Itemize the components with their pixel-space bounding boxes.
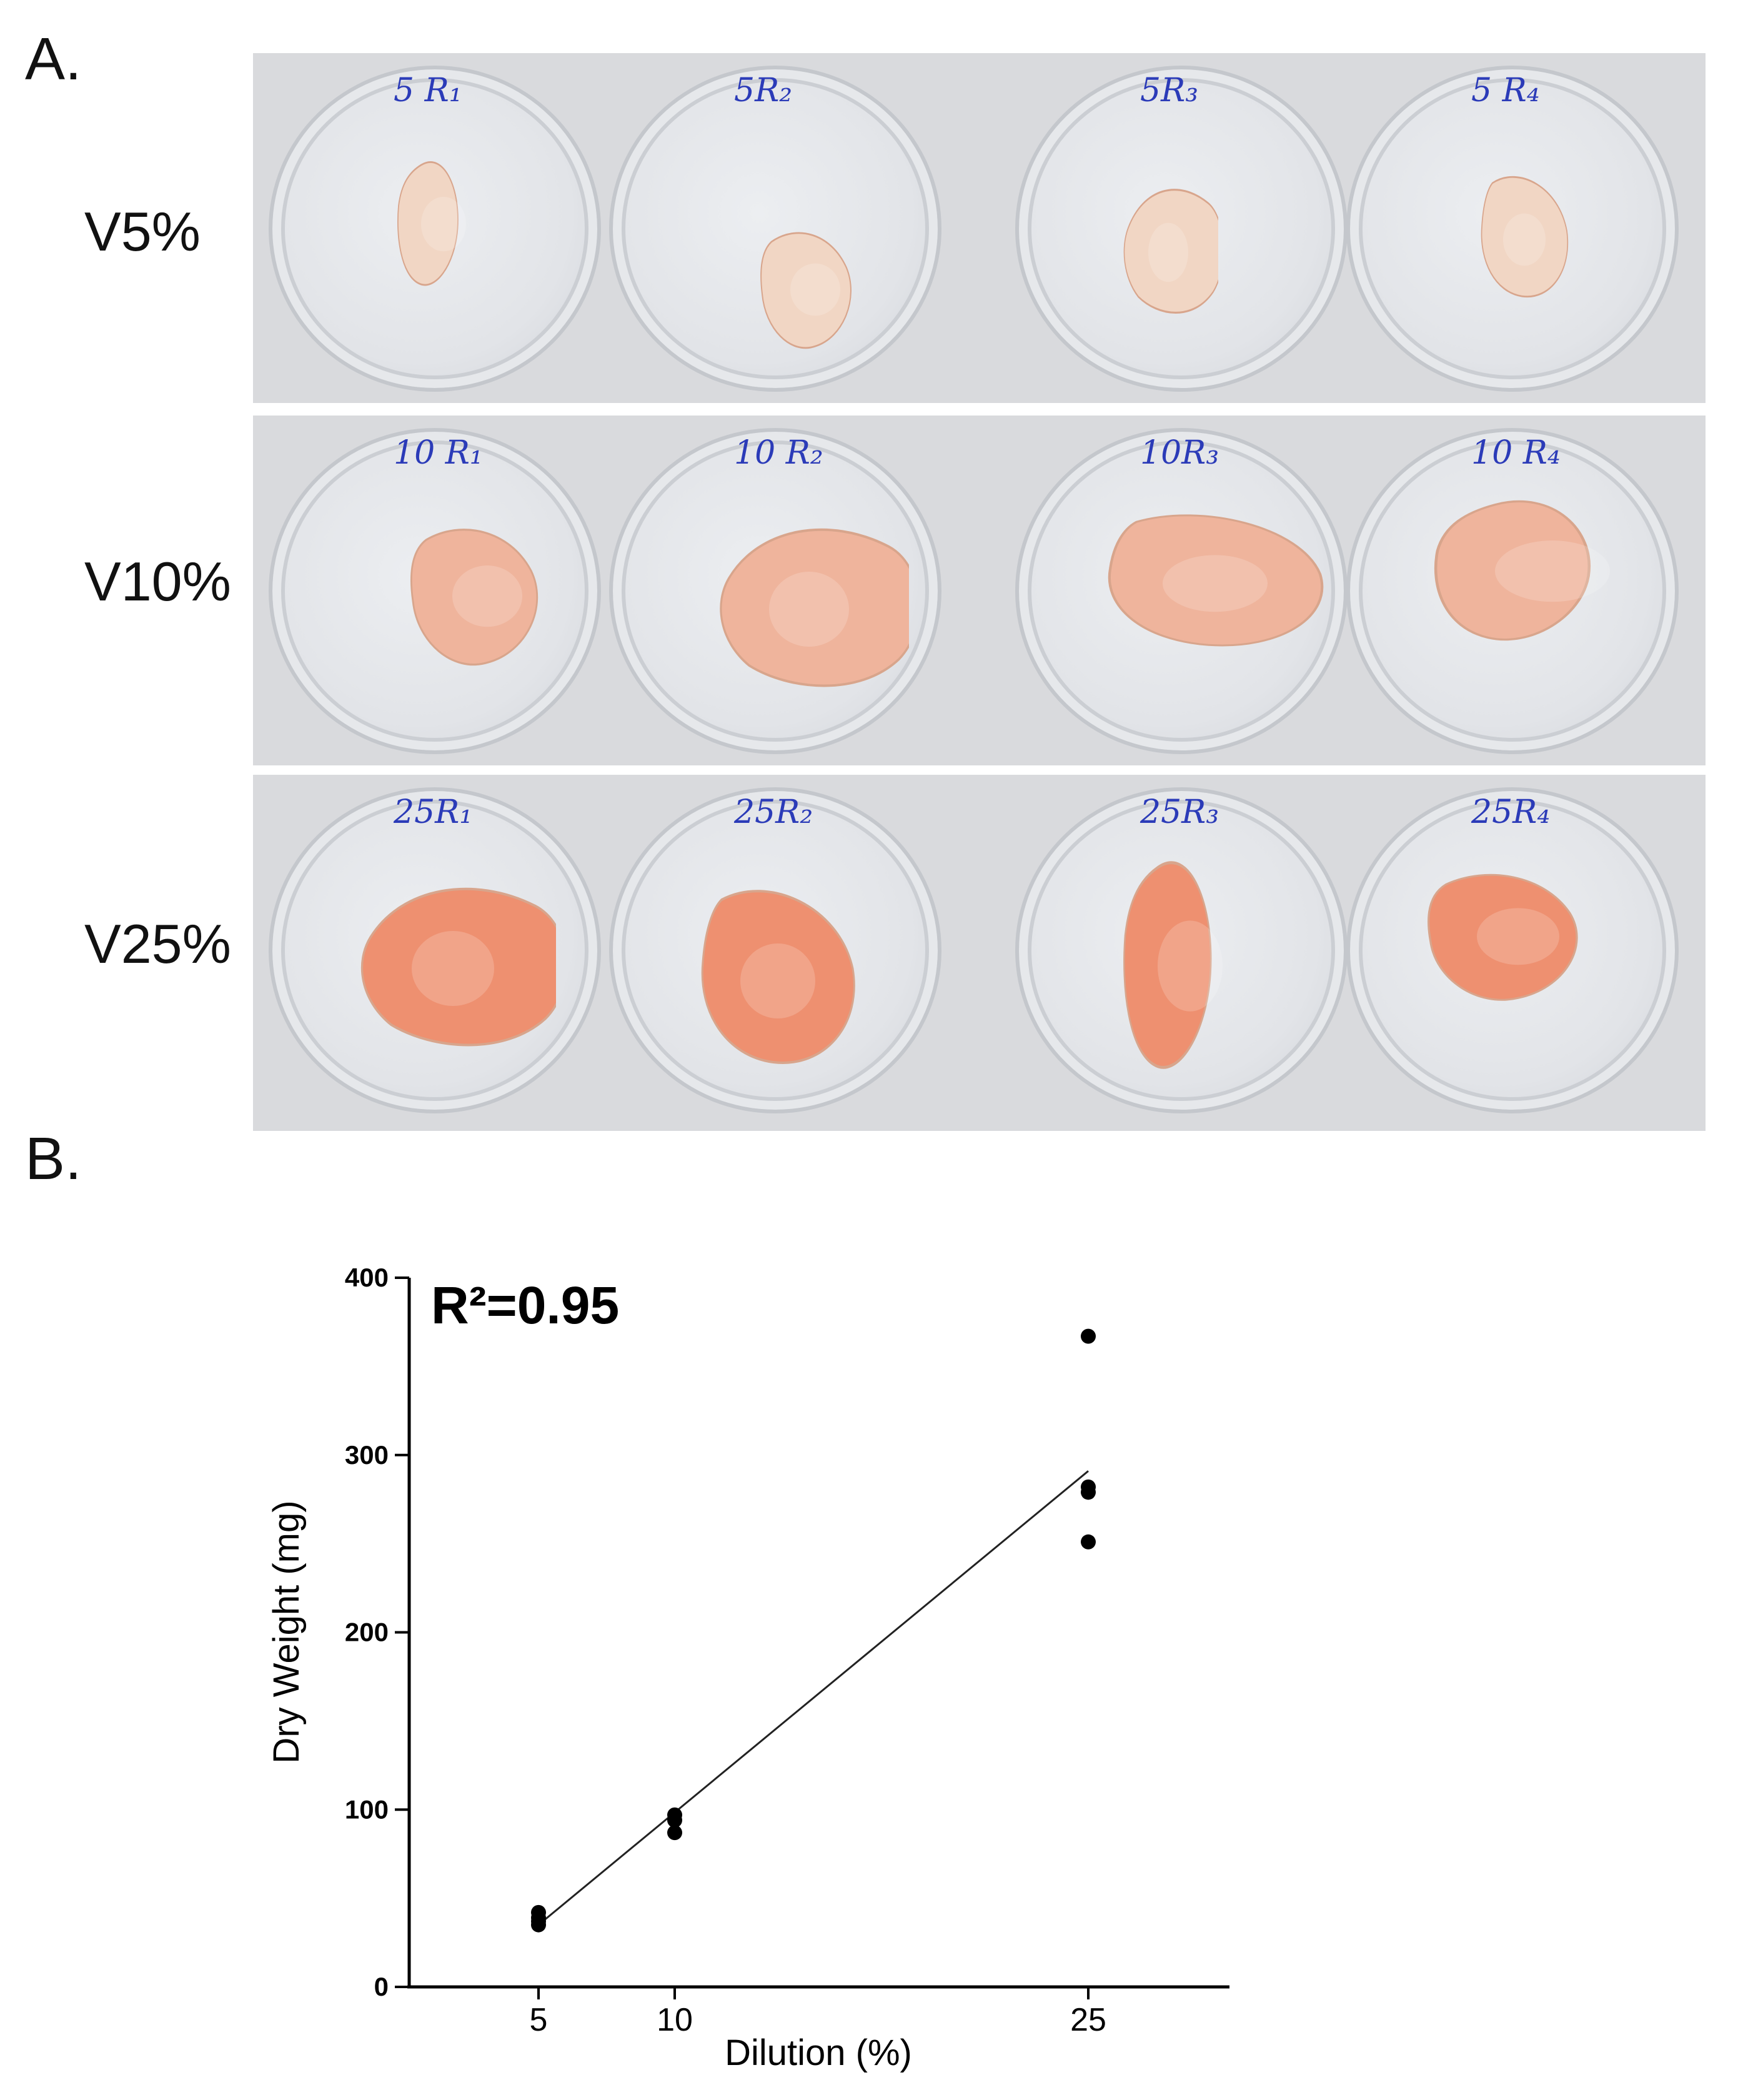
- data-point: [1081, 1479, 1096, 1495]
- dish-label: 10R₃: [1140, 434, 1219, 472]
- tissue-sample: [397, 161, 466, 286]
- tissue-sample: [1428, 873, 1578, 1001]
- tissue-sample: [1108, 514, 1324, 647]
- x-ticks: 5 10 25: [530, 1987, 1106, 2038]
- r-squared-annotation: R²=0.95: [431, 1276, 619, 1335]
- y-tick-label: 400: [345, 1263, 389, 1292]
- dish-label: 5 R₁: [394, 72, 462, 109]
- dish-label: 5 R₄: [1471, 72, 1540, 109]
- data-point: [1081, 1534, 1096, 1550]
- x-tick-label: 25: [1070, 2002, 1106, 2038]
- y-tick-label: 100: [345, 1794, 389, 1824]
- x-axis-label: Dilution (%): [725, 2033, 912, 2073]
- y-ticks: 0 100 200 300 400: [345, 1263, 409, 2001]
- dish-label: 25R₄: [1471, 794, 1551, 831]
- photo-strip: 10 R₁ 10 R₂ 10R₃ 10 R₄: [253, 416, 1706, 765]
- tissue-sample: [720, 528, 909, 687]
- data-point: [531, 1917, 546, 1933]
- data-point: [1081, 1328, 1096, 1344]
- photo-strip: 25R₁ 25R₂ 25R₃ 25R₄: [253, 775, 1706, 1131]
- dish-label: 5R₂: [734, 72, 793, 109]
- tissue-sample: [760, 232, 852, 349]
- row-label: V5%: [84, 201, 201, 262]
- tissue-sample: [701, 890, 855, 1064]
- tissue-sample: [410, 529, 539, 666]
- tissue-sample: [1434, 500, 1610, 641]
- dish-label: 5R₃: [1140, 72, 1199, 109]
- y-tick-label: 200: [345, 1618, 389, 1647]
- data-point: [531, 1910, 546, 1926]
- panel-b-letter: B.: [25, 1125, 82, 1192]
- row-label: V25%: [84, 913, 231, 975]
- y-axis-label: Dry Weight (mg): [266, 1500, 307, 1763]
- photo-strip: 5 R₁ 5R₂ 5R₃ 5 R₄: [253, 53, 1706, 403]
- data-point: [531, 1904, 546, 1920]
- fit-line-group: [538, 1470, 1089, 1926]
- y-tick-label: 0: [374, 1972, 389, 2001]
- tissue-sample: [1123, 861, 1223, 1069]
- data-points: [531, 1328, 1096, 1933]
- dish-label: 10 R₁: [394, 434, 483, 472]
- dish-label: 25R₁: [394, 794, 473, 831]
- row-label: V10%: [84, 550, 231, 612]
- x-tick-label: 5: [530, 2002, 548, 2038]
- tissue-sample: [1481, 176, 1569, 298]
- petri-dish: [609, 66, 941, 392]
- petri-dish: [269, 66, 601, 392]
- fit-line: [538, 1470, 1089, 1926]
- data-point: [667, 1813, 682, 1828]
- dish-label: 25R₂: [734, 794, 813, 831]
- dish-label: 10 R₄: [1471, 434, 1561, 472]
- data-point: [667, 1825, 682, 1841]
- x-tick-label: 10: [657, 2002, 693, 2038]
- petri-dish: [1346, 66, 1679, 392]
- data-point: [667, 1807, 682, 1823]
- data-point: [531, 1914, 546, 1929]
- panel-a-letter: A.: [25, 26, 82, 92]
- y-tick-label: 300: [345, 1440, 389, 1470]
- tissue-sample: [360, 887, 556, 1047]
- dish-label: 25R₃: [1140, 794, 1219, 831]
- dish-label: 10 R₂: [734, 434, 823, 472]
- data-point: [1081, 1485, 1096, 1500]
- tissue-sample: [1123, 189, 1218, 314]
